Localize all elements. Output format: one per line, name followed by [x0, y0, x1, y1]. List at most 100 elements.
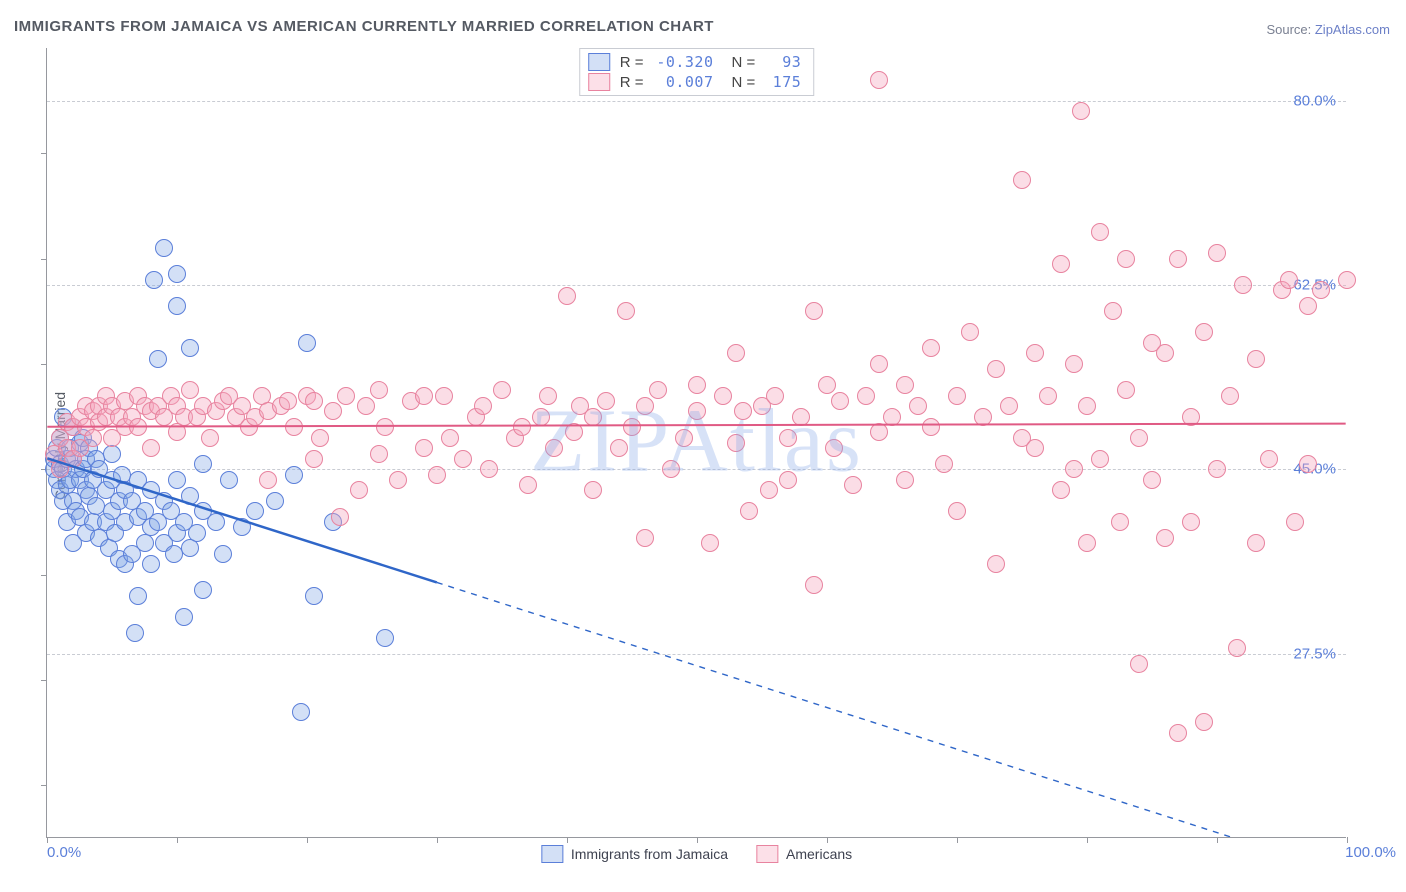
data-point-americans	[181, 381, 199, 399]
source-link[interactable]: ZipAtlas.com	[1315, 22, 1390, 37]
data-point-americans	[766, 387, 784, 405]
data-point-americans	[480, 460, 498, 478]
data-point-americans	[435, 387, 453, 405]
data-point-americans	[688, 376, 706, 394]
data-point-americans	[779, 471, 797, 489]
data-point-americans	[727, 434, 745, 452]
data-point-americans	[1052, 481, 1070, 499]
data-point-americans	[987, 555, 1005, 573]
data-point-americans	[948, 387, 966, 405]
data-point-americans	[513, 418, 531, 436]
data-point-americans	[857, 387, 875, 405]
legend-stat-row: R =-0.320N =93	[588, 53, 802, 71]
data-point-americans	[441, 429, 459, 447]
data-point-americans	[688, 402, 706, 420]
data-point-americans	[662, 460, 680, 478]
n-value: 93	[765, 53, 801, 71]
data-point-americans	[935, 455, 953, 473]
data-point-americans	[1000, 397, 1018, 415]
data-point-americans	[428, 466, 446, 484]
legend-series: Immigrants from Jamaica Americans	[541, 845, 852, 863]
x-tickmark	[1347, 837, 1348, 843]
data-point-americans	[1117, 250, 1135, 268]
x-tickmark	[827, 837, 828, 843]
data-point-americans	[1143, 471, 1161, 489]
chart-plot-area: ZIPAtlas R =-0.320N =93R =0.007N =175 0.…	[46, 48, 1346, 838]
n-label: N =	[732, 74, 756, 91]
y-tickmark	[41, 259, 47, 260]
data-point-jamaica	[233, 518, 251, 536]
data-point-americans	[331, 508, 349, 526]
data-point-americans	[883, 408, 901, 426]
data-point-americans	[1072, 102, 1090, 120]
data-point-americans	[1052, 255, 1070, 273]
data-point-americans	[714, 387, 732, 405]
data-point-americans	[84, 429, 102, 447]
data-point-americans	[1065, 460, 1083, 478]
data-point-americans	[129, 418, 147, 436]
data-point-americans	[909, 397, 927, 415]
x-tick-max: 100.0%	[1345, 844, 1396, 861]
data-point-jamaica	[168, 265, 186, 283]
data-point-americans	[617, 302, 635, 320]
data-point-americans	[1156, 529, 1174, 547]
x-tickmark	[567, 837, 568, 843]
data-point-americans	[825, 439, 843, 457]
legend-item: Americans	[756, 845, 852, 863]
data-point-jamaica	[376, 629, 394, 647]
data-point-americans	[376, 418, 394, 436]
data-point-americans	[142, 439, 160, 457]
x-tickmark	[1087, 837, 1088, 843]
data-point-americans	[519, 476, 537, 494]
data-point-americans	[1039, 387, 1057, 405]
y-tick-label: 80.0%	[1293, 92, 1336, 109]
data-point-americans	[675, 429, 693, 447]
data-point-americans	[987, 360, 1005, 378]
data-point-americans	[350, 481, 368, 499]
data-point-americans	[1117, 381, 1135, 399]
data-point-americans	[1195, 323, 1213, 341]
data-point-americans	[1169, 250, 1187, 268]
data-point-americans	[636, 529, 654, 547]
data-point-americans	[389, 471, 407, 489]
data-point-americans	[1156, 344, 1174, 362]
r-value: -0.320	[654, 53, 714, 71]
data-point-americans	[896, 471, 914, 489]
y-tickmark	[41, 575, 47, 576]
data-point-americans	[610, 439, 628, 457]
data-point-jamaica	[305, 587, 323, 605]
data-point-americans	[285, 418, 303, 436]
data-point-americans	[1208, 460, 1226, 478]
data-point-jamaica	[285, 466, 303, 484]
data-point-americans	[259, 471, 277, 489]
source-prefix: Source:	[1266, 22, 1314, 37]
data-point-americans	[961, 323, 979, 341]
data-point-americans	[168, 423, 186, 441]
data-point-americans	[370, 381, 388, 399]
chart-title: IMMIGRANTS FROM JAMAICA VS AMERICAN CURR…	[14, 18, 714, 35]
data-point-americans	[337, 387, 355, 405]
legend-item: Immigrants from Jamaica	[541, 845, 728, 863]
source-label: Source: ZipAtlas.com	[1266, 22, 1390, 37]
data-point-americans	[1169, 724, 1187, 742]
gridline	[47, 285, 1346, 286]
data-point-jamaica	[103, 445, 121, 463]
data-point-jamaica	[136, 534, 154, 552]
data-point-jamaica	[207, 513, 225, 531]
data-point-americans	[792, 408, 810, 426]
data-point-americans	[831, 392, 849, 410]
data-point-americans	[324, 402, 342, 420]
x-tickmark	[177, 837, 178, 843]
data-point-jamaica	[194, 455, 212, 473]
legend-label: Immigrants from Jamaica	[571, 846, 728, 862]
data-point-americans	[870, 423, 888, 441]
y-tickmark	[41, 364, 47, 365]
data-point-americans	[1247, 534, 1265, 552]
data-point-americans	[357, 397, 375, 415]
data-point-americans	[1260, 450, 1278, 468]
legend-stats: R =-0.320N =93R =0.007N =175	[579, 48, 815, 96]
data-point-americans	[1299, 297, 1317, 315]
data-point-americans	[565, 423, 583, 441]
data-point-americans	[1130, 655, 1148, 673]
data-point-americans	[1013, 171, 1031, 189]
